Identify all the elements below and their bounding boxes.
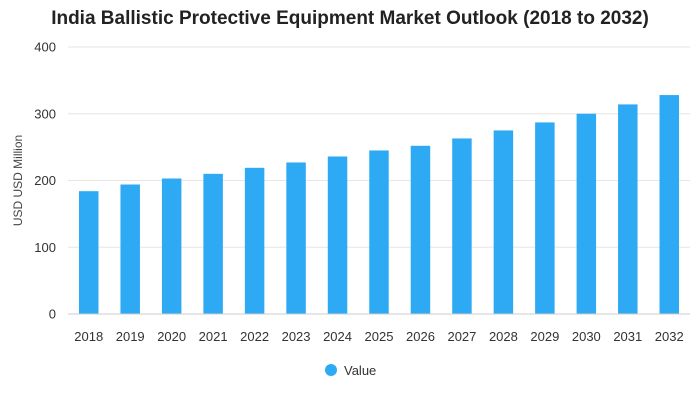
bar-2032[interactable] <box>659 95 680 314</box>
y-tick-label: 0 <box>49 307 56 322</box>
bar-2021[interactable] <box>203 173 223 314</box>
x-axis-ticks: 2018 2019 2020 2021 2022 2023 2024 2025 2026 2027… <box>74 329 683 344</box>
y-tick-label: 300 <box>34 106 56 121</box>
x-tick-label-2026: 2026 <box>406 329 435 344</box>
bar-2031[interactable] <box>618 104 638 314</box>
x-tick-label-2029: 2029 <box>530 329 559 344</box>
x-tick-label-2020: 2020 <box>157 329 186 344</box>
bar-2023[interactable] <box>286 162 306 314</box>
x-tick-label-2031: 2031 <box>613 329 642 344</box>
y-tick-label: 200 <box>34 173 56 188</box>
x-tick-label-2032: 2032 <box>655 329 684 344</box>
x-tick-label-2023: 2023 <box>282 329 311 344</box>
y-tick-label: 100 <box>34 240 56 255</box>
bar-2020[interactable] <box>161 178 182 314</box>
bar-2028[interactable] <box>493 130 514 314</box>
y-tick-label: 400 <box>34 40 56 55</box>
chart-title: India Ballistic Protective Equipment Mar… <box>51 8 649 29</box>
legend: Value <box>325 363 376 378</box>
x-tick-label-2021: 2021 <box>199 329 228 344</box>
x-tick-label-2028: 2028 <box>489 329 518 344</box>
bar-2022[interactable] <box>244 167 265 314</box>
x-tick-label-2024: 2024 <box>323 329 352 344</box>
bar-2018[interactable] <box>78 191 99 314</box>
x-tick-label-2027: 2027 <box>447 329 476 344</box>
legend-marker-value[interactable] <box>325 364 337 376</box>
bars <box>78 95 680 315</box>
x-tick-label-2025: 2025 <box>365 329 394 344</box>
bar-2025[interactable] <box>369 150 389 314</box>
legend-label-value[interactable]: Value <box>344 363 376 378</box>
bar-2026[interactable] <box>410 145 431 314</box>
bar-2019[interactable] <box>120 184 140 314</box>
y-axis-ticks: 0 100 200 300 400 <box>34 40 56 322</box>
x-tick-label-2018: 2018 <box>74 329 103 344</box>
x-tick-label-2030: 2030 <box>572 329 601 344</box>
bar-2027[interactable] <box>452 138 472 314</box>
bar-2029[interactable] <box>535 122 555 315</box>
bar-2030[interactable] <box>576 113 597 314</box>
y-axis-label: USD USD Million <box>11 135 25 226</box>
x-tick-label-2022: 2022 <box>240 329 269 344</box>
bar-2024[interactable] <box>327 156 348 314</box>
x-tick-label-2019: 2019 <box>116 329 145 344</box>
